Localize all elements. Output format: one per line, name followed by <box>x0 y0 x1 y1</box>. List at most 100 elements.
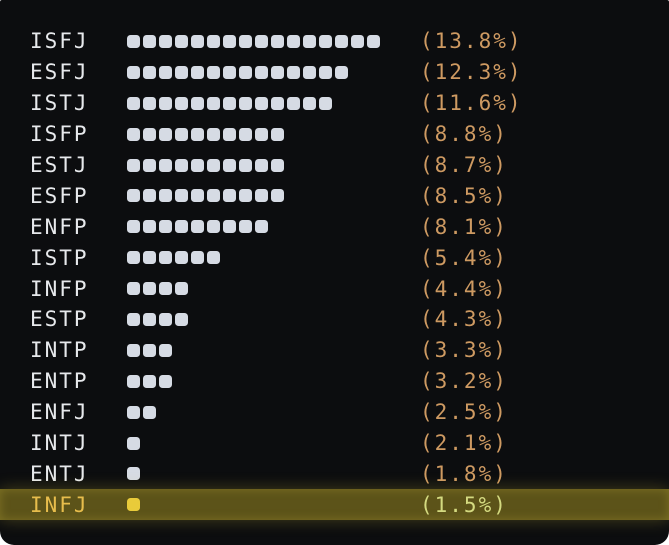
bar-block <box>159 374 172 388</box>
percent-label: (8.5%) <box>420 183 508 208</box>
percent-label: (3.3%) <box>420 338 508 363</box>
bar-block <box>207 34 220 48</box>
bar-block <box>175 220 188 234</box>
bar-block <box>175 312 188 326</box>
bar-block <box>223 34 236 48</box>
bar-block <box>207 220 220 234</box>
bar <box>127 158 420 172</box>
bar-block <box>127 251 140 265</box>
bar-block <box>271 65 284 79</box>
bar-block <box>127 343 140 357</box>
bar-block <box>287 96 300 110</box>
percent-label: (4.4%) <box>420 276 508 301</box>
chart-row: INTJ (2.1%) <box>30 428 669 459</box>
bar-block <box>255 127 268 141</box>
bar-block <box>127 312 140 326</box>
bar-block <box>127 189 140 203</box>
bar <box>127 467 420 481</box>
bar-block <box>159 220 172 234</box>
bar-block <box>239 65 252 79</box>
type-label: ESTP <box>30 307 89 332</box>
type-label: INFJ <box>30 492 89 517</box>
bar-block <box>143 189 156 203</box>
bar-block <box>159 312 172 326</box>
bar-block <box>143 127 156 141</box>
bar-block <box>159 96 172 110</box>
type-label: ENFJ <box>30 400 89 425</box>
bar-block <box>271 189 284 203</box>
bar-block <box>143 251 156 265</box>
chart-row: ENFP (8.1%) <box>30 211 669 242</box>
type-label: ENTP <box>30 369 89 394</box>
bar <box>127 312 420 326</box>
bar-block <box>223 220 236 234</box>
bar-block <box>207 251 220 265</box>
type-label: ISTJ <box>30 91 89 116</box>
bar-block <box>159 65 172 79</box>
bar-block <box>223 127 236 141</box>
bar-block <box>143 374 156 388</box>
bar-block <box>175 65 188 79</box>
bar-block <box>239 34 252 48</box>
bar-block <box>255 158 268 172</box>
bar-block <box>303 34 316 48</box>
bar-block <box>159 158 172 172</box>
bar-block <box>159 127 172 141</box>
bar <box>127 343 420 357</box>
percent-label: (3.2%) <box>420 369 508 394</box>
bar-block <box>191 65 204 79</box>
type-label: ISFP <box>30 122 89 147</box>
chart-row: ESTP (4.3%) <box>30 304 669 335</box>
bar-block <box>127 220 140 234</box>
bar-block <box>303 65 316 79</box>
bar-block <box>143 405 156 419</box>
bar-block <box>319 34 332 48</box>
chart-row: ESFJ (12.3%) <box>30 57 669 88</box>
type-label: ENFP <box>30 214 89 239</box>
bar-block <box>191 34 204 48</box>
bar-block <box>319 65 332 79</box>
bar <box>127 220 420 234</box>
bar-block <box>239 189 252 203</box>
bar-block <box>127 127 140 141</box>
chart-row: ENFJ (2.5%) <box>30 397 669 428</box>
bar-block <box>255 220 268 234</box>
type-label: ESTJ <box>30 153 89 177</box>
bar-block <box>127 65 140 79</box>
bar-block <box>127 374 140 388</box>
bar <box>127 189 420 203</box>
percent-label: (8.8%) <box>420 122 508 147</box>
bar-block <box>127 34 140 48</box>
percent-label: (12.3%) <box>420 60 523 85</box>
chart-rows: ISFJ (13.8%) ESFJ (12.3%) ISTJ (11.6%) I… <box>0 26 669 521</box>
bar-block <box>175 189 188 203</box>
percent-label: (1.8%) <box>420 461 508 486</box>
bar-block <box>207 158 220 172</box>
chart-row: ISTJ (11.6%) <box>30 88 669 119</box>
bar-block <box>175 251 188 265</box>
chart-row: ISTP (5.4%) <box>30 242 669 273</box>
bar-block <box>127 467 140 481</box>
bar-block <box>207 65 220 79</box>
bar-block <box>191 189 204 203</box>
bar-block <box>191 96 204 110</box>
bar-block <box>127 436 140 450</box>
percent-label: (1.5%) <box>420 492 508 517</box>
percent-label: (8.7%) <box>420 153 508 177</box>
bar-block <box>143 220 156 234</box>
bar <box>127 251 420 265</box>
bar <box>127 65 420 79</box>
bar-block <box>255 34 268 48</box>
bar-block <box>159 282 172 296</box>
bar-block <box>223 96 236 110</box>
bar-block <box>175 127 188 141</box>
bar-block <box>335 65 348 79</box>
bar-block <box>127 96 140 110</box>
bar-block <box>159 251 172 265</box>
bar-block <box>223 158 236 172</box>
bar-block <box>175 34 188 48</box>
bar <box>127 34 420 48</box>
bar-block <box>191 127 204 141</box>
bar-block <box>287 34 300 48</box>
